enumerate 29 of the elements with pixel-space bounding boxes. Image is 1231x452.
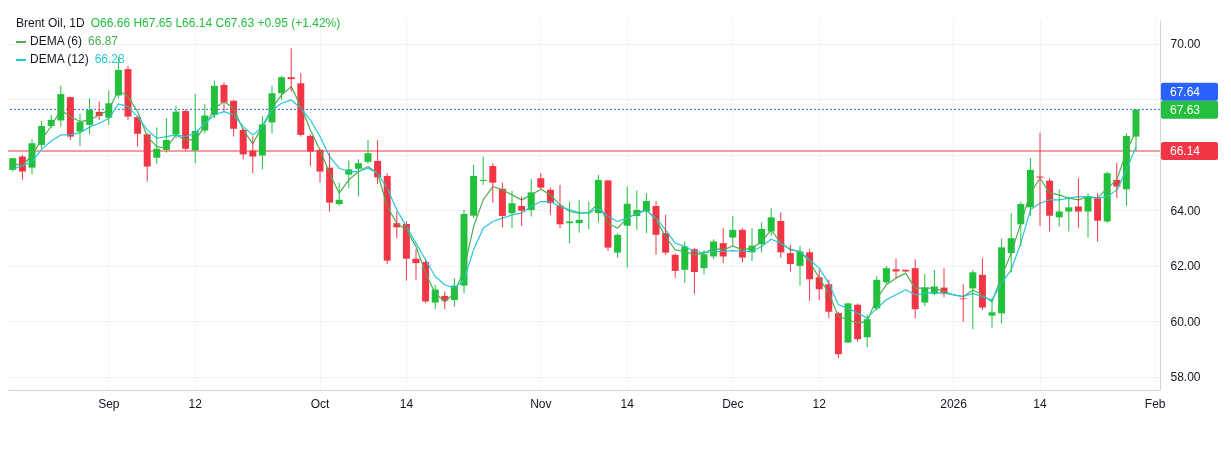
chart-title: Brent Oil, 1D	[16, 16, 85, 30]
x-tick-label: Dec	[722, 396, 744, 411]
x-tick-label: Feb	[1144, 396, 1166, 411]
x-tick-label: 14	[399, 396, 414, 411]
legend-label: DEMA (6)	[30, 34, 83, 48]
candlestick	[959, 283, 967, 323]
ref-line-label: 67.64	[1170, 84, 1201, 99]
candlestick	[354, 158, 362, 198]
x-tick-label: Sep	[98, 396, 120, 411]
x-tick-label: 12	[188, 396, 203, 411]
annotation: 66.87	[88, 34, 119, 48]
y-tick-label: 62.00	[1170, 259, 1201, 274]
legend-label: DEMA (12)	[30, 52, 89, 66]
x-tick-label: 12	[812, 396, 827, 411]
x-tick-label: 2026	[940, 396, 968, 411]
x-tick-label: 14	[620, 396, 635, 411]
y-tick-label: 60.00	[1170, 314, 1201, 329]
candlestick	[1065, 196, 1073, 233]
x-tick-label: 14	[1033, 396, 1047, 411]
x-tick-label: Oct	[310, 396, 330, 411]
x-tick-label: Nov	[530, 396, 552, 411]
y-tick-label: 70.00	[1170, 37, 1201, 52]
annotation: 66.28	[94, 52, 125, 66]
candlestick	[537, 172, 545, 190]
chart-subtitle: O66.66 H67.65 L66.14 C67.63 +0.95 (+1.42%)	[90, 16, 341, 30]
y-tick-label: 64.00	[1170, 203, 1201, 218]
ref-line-label: 66.14	[1170, 144, 1201, 159]
y-tick-label: 58.00	[1170, 370, 1201, 385]
text: 67.63	[1170, 102, 1201, 117]
